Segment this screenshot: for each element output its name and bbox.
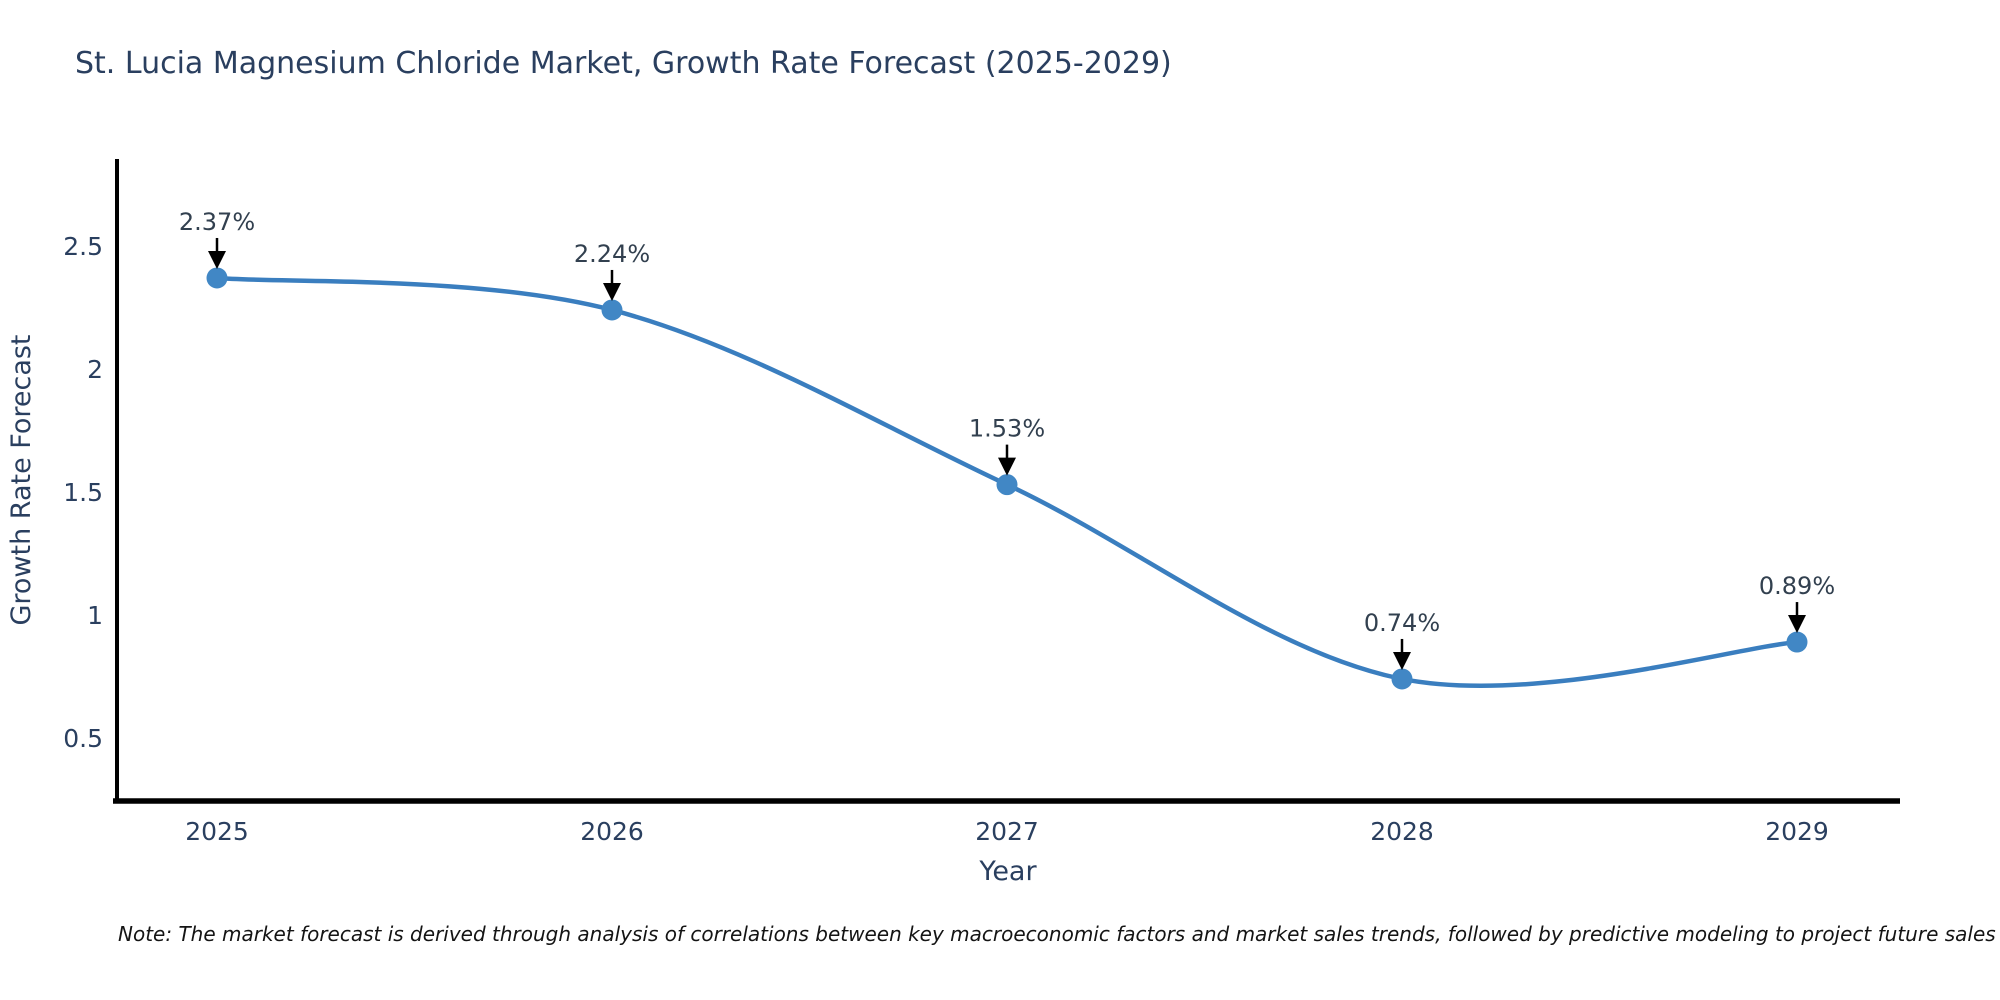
data-point-marker xyxy=(996,474,1018,496)
x-axis-tick-labels: 2025 2026 2027 2028 2029 xyxy=(185,817,1829,846)
point-value-label: 2.37% xyxy=(179,208,255,236)
y-tick-label: 2.5 xyxy=(63,232,103,261)
y-axis-tick-labels: 0.5 1 1.5 2 2.5 xyxy=(63,232,103,753)
data-point-marker xyxy=(206,267,228,289)
annotation-arrow-head xyxy=(1393,651,1411,670)
data-point-marker xyxy=(1391,668,1413,690)
x-axis-title: Year xyxy=(978,856,1037,887)
y-tick-label: 0.5 xyxy=(63,724,103,753)
chart-title: St. Lucia Magnesium Chloride Market, Gro… xyxy=(75,46,1172,81)
data-point-marker xyxy=(601,299,623,321)
y-axis-title: Growth Rate Forecast xyxy=(6,334,37,625)
x-tick-label: 2026 xyxy=(580,817,644,846)
annotation-arrow-head xyxy=(208,250,226,269)
y-tick-label: 1 xyxy=(87,601,103,630)
point-value-label: 0.74% xyxy=(1364,609,1440,637)
annotation-arrow-head xyxy=(603,282,621,301)
point-value-label: 0.89% xyxy=(1759,572,1835,600)
x-tick-label: 2028 xyxy=(1370,817,1434,846)
x-tick-label: 2027 xyxy=(975,817,1039,846)
point-annotations: 2.37% 2.24% 1.53% 0.74% 0.89% xyxy=(179,208,1835,670)
point-value-label: 1.53% xyxy=(969,415,1045,443)
x-tick-label: 2025 xyxy=(185,817,249,846)
data-point-marker xyxy=(1786,631,1808,653)
y-tick-label: 1.5 xyxy=(63,478,103,507)
line-series xyxy=(206,267,1808,690)
y-tick-label: 2 xyxy=(87,355,103,384)
point-value-label: 2.24% xyxy=(574,240,650,268)
annotation-arrow-head xyxy=(1788,615,1806,634)
annotation-arrow-head xyxy=(998,457,1016,476)
footnote: Note: The market forecast is derived thr… xyxy=(118,922,1996,946)
x-tick-label: 2029 xyxy=(1765,817,1829,846)
